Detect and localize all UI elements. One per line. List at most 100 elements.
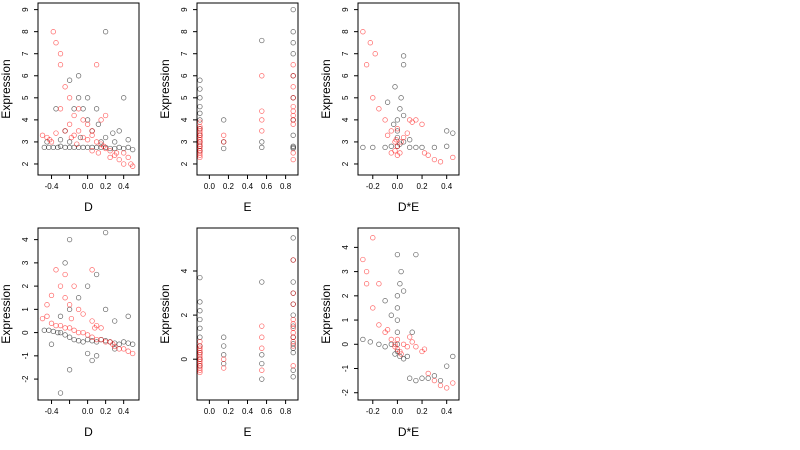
y-tick-label: 3 bbox=[180, 139, 189, 144]
data-point bbox=[71, 336, 77, 343]
data-point bbox=[290, 341, 296, 347]
data-point bbox=[66, 306, 73, 313]
data-point bbox=[66, 121, 73, 127]
data-point bbox=[121, 339, 127, 345]
data-point bbox=[57, 283, 64, 289]
data-point bbox=[450, 154, 456, 161]
data-point bbox=[370, 305, 376, 311]
data-point bbox=[398, 351, 404, 357]
y-tick-label: 5 bbox=[21, 95, 30, 100]
data-point bbox=[71, 327, 77, 333]
data-point bbox=[290, 235, 296, 241]
y-tick-label: 9 bbox=[21, 7, 30, 12]
x-tick-label: -0.4 bbox=[45, 182, 59, 191]
data-point bbox=[290, 117, 296, 123]
data-point bbox=[290, 51, 296, 57]
data-point bbox=[290, 29, 296, 35]
data-point bbox=[53, 322, 59, 329]
data-point bbox=[197, 126, 203, 132]
black-series bbox=[197, 235, 296, 382]
data-point bbox=[75, 73, 82, 79]
data-point bbox=[89, 148, 95, 154]
data-point bbox=[425, 152, 431, 158]
data-point bbox=[197, 334, 203, 340]
black-series bbox=[41, 29, 136, 153]
data-point bbox=[75, 128, 82, 134]
data-point bbox=[419, 121, 425, 127]
x-tick-label: -0.2 bbox=[366, 182, 380, 191]
data-point bbox=[397, 281, 403, 287]
data-point bbox=[376, 322, 382, 328]
data-point bbox=[394, 152, 401, 158]
data-point bbox=[102, 306, 109, 313]
data-point bbox=[110, 341, 116, 347]
data-point bbox=[57, 106, 64, 112]
data-point bbox=[404, 344, 410, 350]
data-point bbox=[400, 341, 407, 347]
data-point bbox=[89, 132, 95, 138]
data-point bbox=[107, 154, 113, 161]
data-point bbox=[400, 288, 407, 294]
data-point bbox=[290, 150, 296, 156]
data-point bbox=[290, 6, 296, 13]
data-point bbox=[84, 117, 91, 123]
data-point bbox=[259, 144, 265, 151]
data-point bbox=[66, 302, 73, 308]
data-point bbox=[394, 251, 401, 258]
data-point bbox=[102, 29, 109, 35]
panel-top-middle: 0.0 0.2 0.4 0.6 0.8 2 3 4 5 6 7 8 9 E Expression bbox=[158, 2, 299, 214]
x-tick-label: 0.4 bbox=[441, 407, 453, 416]
data-point bbox=[44, 302, 50, 308]
x-tick-label: 0.2 bbox=[223, 407, 235, 416]
data-point bbox=[55, 329, 61, 336]
data-point bbox=[259, 376, 265, 382]
data-point bbox=[382, 144, 388, 151]
red-series bbox=[39, 29, 136, 169]
data-point bbox=[259, 73, 265, 79]
data-point bbox=[48, 292, 55, 299]
data-point bbox=[93, 353, 100, 359]
data-point bbox=[112, 139, 118, 145]
data-point bbox=[57, 143, 64, 149]
data-point bbox=[413, 144, 419, 151]
y-axis-label: Expression bbox=[158, 59, 172, 118]
y-tick-label: 3 bbox=[21, 139, 30, 144]
data-point bbox=[394, 329, 401, 335]
y-tick-label: 5 bbox=[180, 95, 189, 100]
data-point bbox=[80, 144, 86, 151]
data-point bbox=[116, 341, 122, 347]
data-point bbox=[290, 334, 296, 340]
y-tick-label: 4 bbox=[341, 245, 350, 250]
data-point bbox=[113, 150, 120, 156]
data-point bbox=[409, 119, 415, 125]
panel-bottom-right: -0.2 0.0 0.2 0.4 -2 -1 0 1 2 3 4 D*E Expression bbox=[319, 227, 460, 439]
x-tick-label: 0.4 bbox=[441, 182, 453, 191]
data-point bbox=[444, 128, 450, 134]
data-point bbox=[57, 62, 64, 68]
data-point bbox=[41, 144, 47, 151]
data-point bbox=[125, 144, 131, 151]
data-point bbox=[384, 99, 391, 105]
data-point bbox=[363, 268, 370, 275]
y-tick-label: 4 bbox=[180, 268, 189, 273]
x-axis-label: D bbox=[84, 200, 93, 214]
data-point bbox=[197, 274, 203, 281]
data-point bbox=[360, 144, 366, 151]
data-point bbox=[394, 143, 401, 149]
data-point bbox=[290, 279, 296, 285]
x-tick-label: 0.8 bbox=[280, 407, 292, 416]
data-point bbox=[290, 132, 296, 138]
data-point bbox=[437, 382, 444, 389]
y-tick-label: 2 bbox=[21, 283, 30, 288]
data-point bbox=[57, 313, 64, 319]
y-tick-label: 5 bbox=[341, 95, 350, 100]
y-axis-label: Expression bbox=[319, 284, 333, 343]
y-tick-label: 4 bbox=[21, 117, 30, 122]
data-point bbox=[290, 312, 296, 318]
data-point bbox=[407, 375, 413, 381]
x-tick-label: 0.0 bbox=[204, 407, 216, 416]
data-point bbox=[46, 327, 52, 333]
data-point bbox=[388, 312, 394, 318]
data-point bbox=[421, 346, 428, 352]
data-point bbox=[444, 385, 450, 391]
